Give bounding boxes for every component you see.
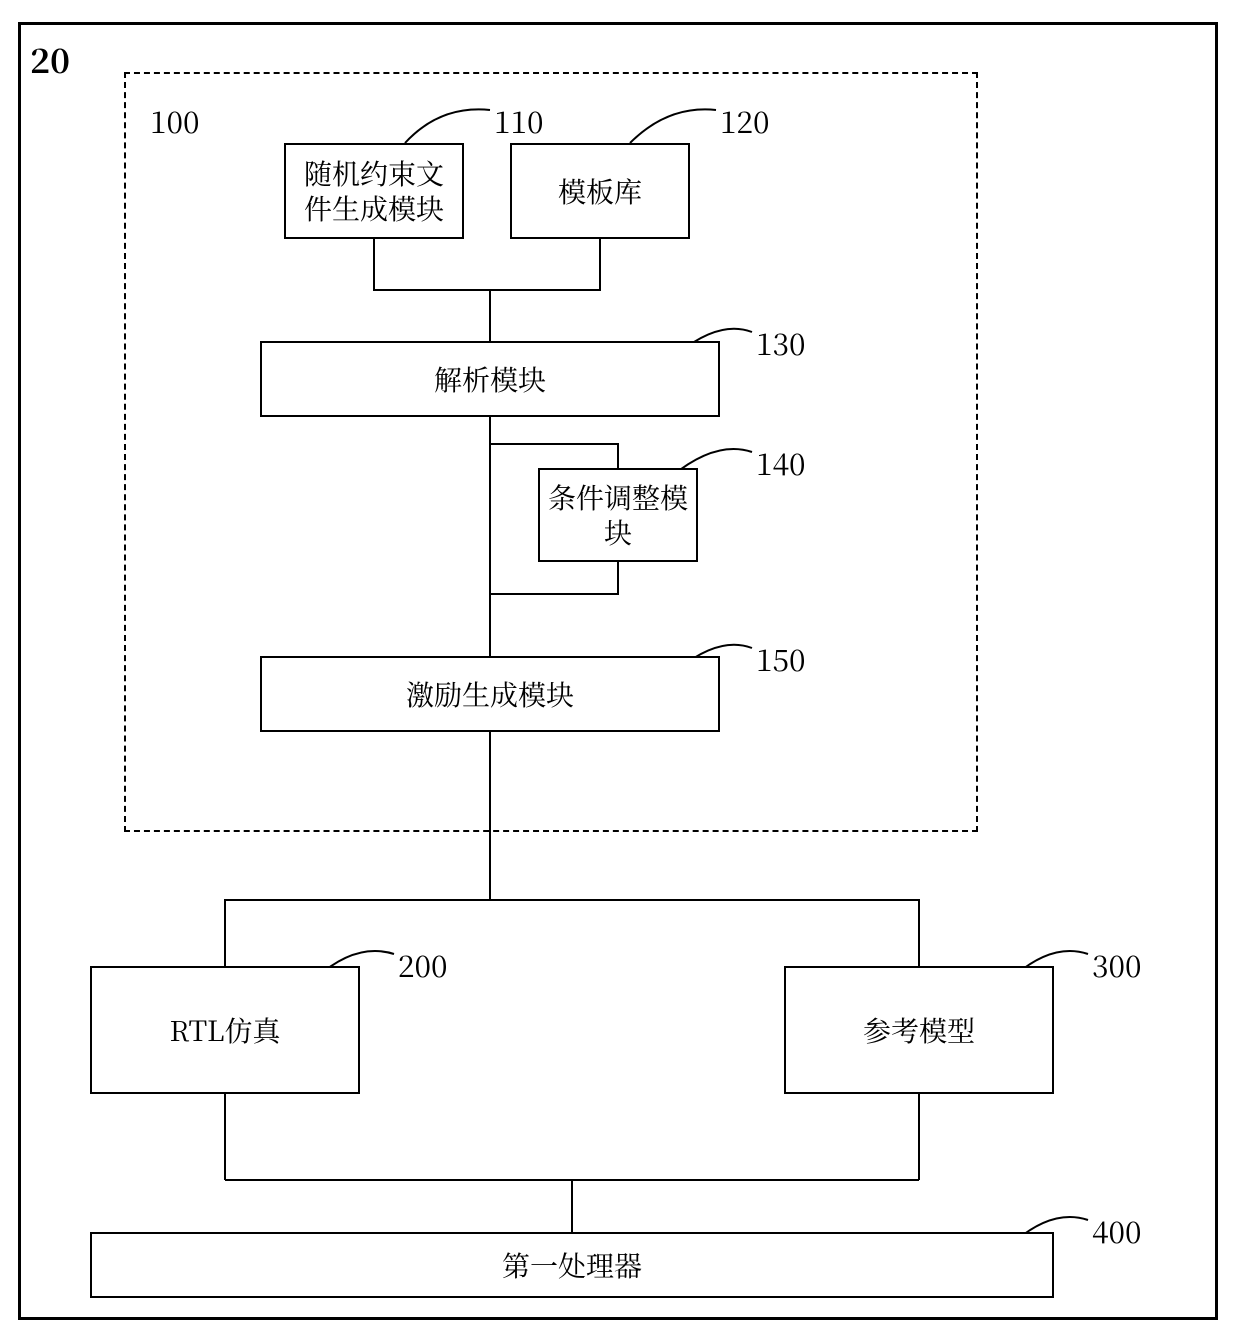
ref-label-200: 200 [398,942,448,986]
node-130: 解析模块 [260,341,720,417]
node-label: 第一处理器 [502,1248,642,1283]
ref-label-120: 120 [720,98,770,142]
node-label: 条件调整模 块 [548,480,688,550]
ref-label-140: 140 [756,440,806,484]
ref-label-150: 150 [756,636,806,680]
node-label: RTL仿真 [169,1013,280,1048]
node-150: 激励生成模块 [260,656,720,732]
node-label: 随机约束文 件生成模块 [304,156,444,226]
node-200: RTL仿真 [90,966,360,1094]
diagram-canvas: 20 随机约束文 件生成模块 模板库解析模块条件调整模 块激励生成模块 RTL仿真 参… [0,0,1240,1336]
node-110: 随机约束文 件生成模块 [284,143,464,239]
ref-label-400: 400 [1092,1208,1142,1252]
node-label: 参考模型 [863,1013,975,1048]
figure-number: 20 [30,34,70,83]
node-label: 模板库 [558,174,642,209]
node-400: 第一处理器 [90,1232,1054,1298]
ref-label-300: 300 [1092,942,1142,986]
ref-label-110: 110 [494,98,544,142]
ref-label-100: 100 [150,98,200,142]
node-120: 模板库 [510,143,690,239]
node-300: 参考模型 [784,966,1054,1094]
ref-label-130: 130 [756,320,806,364]
node-140: 条件调整模 块 [538,468,698,562]
node-label: 激励生成模块 [406,677,574,712]
node-label: 解析模块 [434,362,546,397]
